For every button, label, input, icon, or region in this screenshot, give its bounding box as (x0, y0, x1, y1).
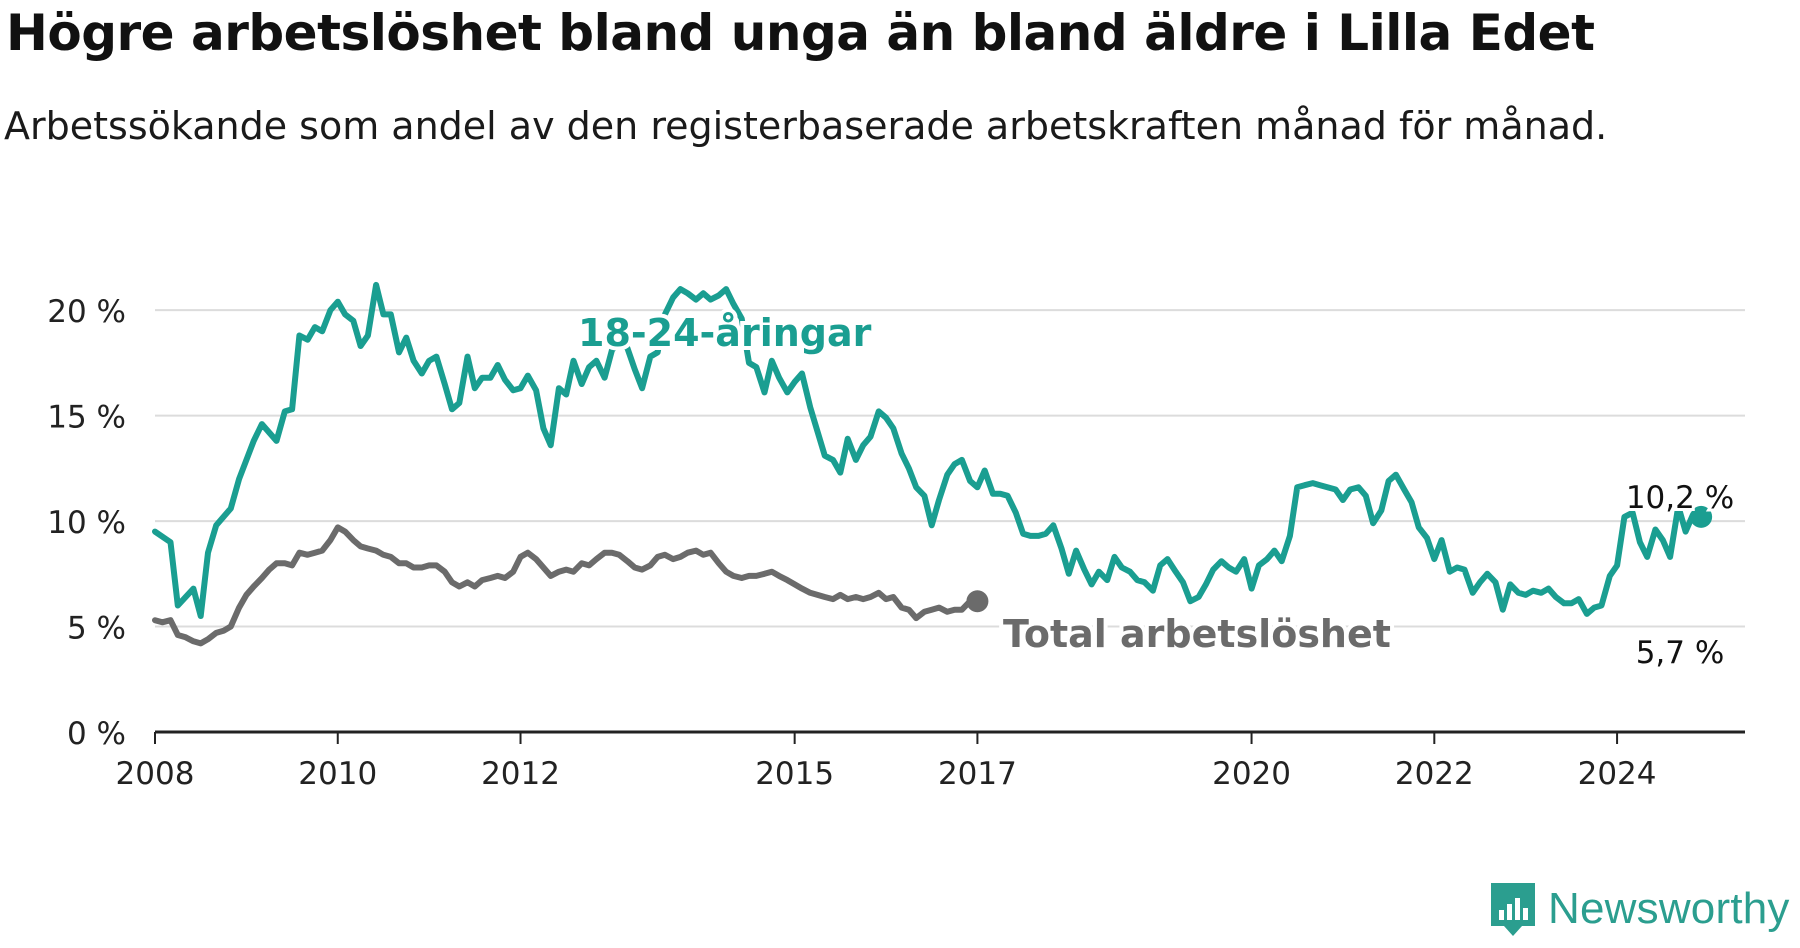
y-tick-label: 0 % (67, 716, 126, 752)
y-tick-label: 15 % (47, 400, 126, 436)
series-lines (152, 281, 1713, 647)
brand-name: Newsworthy (1548, 884, 1790, 933)
newsworthy-logo-icon (1491, 883, 1535, 936)
x-axis-ticks: 2008 2010 2012 2015 2017 2020 2022 2024 (116, 730, 1745, 792)
series-name-label-0: 18-24-åringar (578, 311, 872, 355)
y-tick-label: 10 % (47, 505, 126, 541)
x-tick-label: 2008 (116, 756, 195, 792)
series-labels: 18-24-åringar Total arbetslöshet 10,2 % 5,7… (574, 307, 1737, 674)
series-end-dot-1 (966, 590, 989, 613)
x-tick-label: 2017 (938, 756, 1017, 792)
brand-logo: Newsworthy (1488, 880, 1790, 938)
chart-subtitle: Arbetssökande som andel av den registerb… (4, 104, 1608, 148)
x-tick-label: 2020 (1212, 756, 1291, 792)
x-tick-label: 2012 (481, 756, 560, 792)
x-tick-label: 2010 (298, 756, 377, 792)
series-line-0 (152, 281, 1705, 619)
series-end-label-0: 10,2 % (1626, 480, 1734, 516)
x-tick-label: 2024 (1578, 756, 1657, 792)
series-end-label-1: 5,7 % (1636, 635, 1725, 671)
series-name-label-1: Total arbetslöshet (1003, 612, 1391, 656)
y-tick-label: 5 % (67, 611, 126, 647)
y-axis-ticks: 0 % 5 % 10 % 15 % 20 % (47, 294, 126, 752)
gridlines (155, 309, 1745, 628)
x-tick-label: 2022 (1395, 756, 1474, 792)
series-end-dot-0 (1690, 505, 1713, 528)
x-tick-label: 2015 (755, 756, 834, 792)
y-tick-label: 20 % (47, 294, 126, 330)
series-line-1 (152, 524, 981, 647)
chart-title: Högre arbetslöshet bland unga än bland ä… (6, 4, 1595, 62)
